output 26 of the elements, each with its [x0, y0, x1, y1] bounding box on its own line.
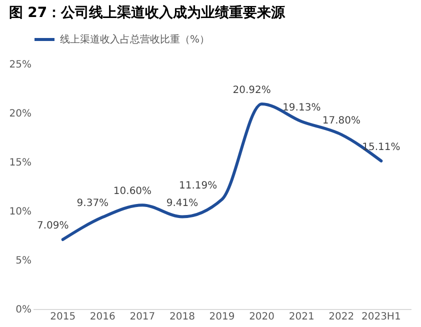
legend-label: 线上渠道收入占总营收比重（%）: [60, 34, 210, 46]
data-label: 20.92%: [232, 84, 271, 96]
y-tick-label: 0%: [16, 304, 32, 316]
chart-title: 图 27：公司线上渠道收入成为业绩重要来源: [8, 4, 286, 21]
data-label: 19.13%: [282, 102, 321, 114]
y-tick-label: 15%: [9, 158, 32, 168]
x-tick-label: 2018: [169, 312, 195, 322]
x-tick-label: 2021: [288, 312, 314, 322]
x-tick-label: 2016: [90, 312, 116, 322]
x-tick-label: 2020: [249, 312, 275, 322]
x-tick-label: 2019: [209, 312, 235, 322]
y-tick-label: 20%: [9, 108, 32, 120]
y-tick-label: 5%: [16, 256, 32, 266]
data-label: 10.60%: [113, 186, 152, 198]
y-tick-label: 10%: [9, 206, 32, 218]
data-label: 17.80%: [322, 116, 360, 127]
data-label: 7.09%: [37, 220, 69, 232]
x-tick-label: 2015: [50, 312, 76, 322]
data-label: 15.11%: [362, 142, 400, 153]
x-tick-label: 2017: [130, 312, 156, 322]
data-label: 9.41%: [166, 198, 198, 209]
data-label: 9.37%: [76, 198, 109, 210]
y-tick-label: 25%: [9, 60, 32, 70]
data-label: 11.19%: [178, 180, 218, 192]
x-tick-label: 2023H1: [361, 312, 401, 322]
x-tick-label: 2022: [328, 312, 354, 322]
